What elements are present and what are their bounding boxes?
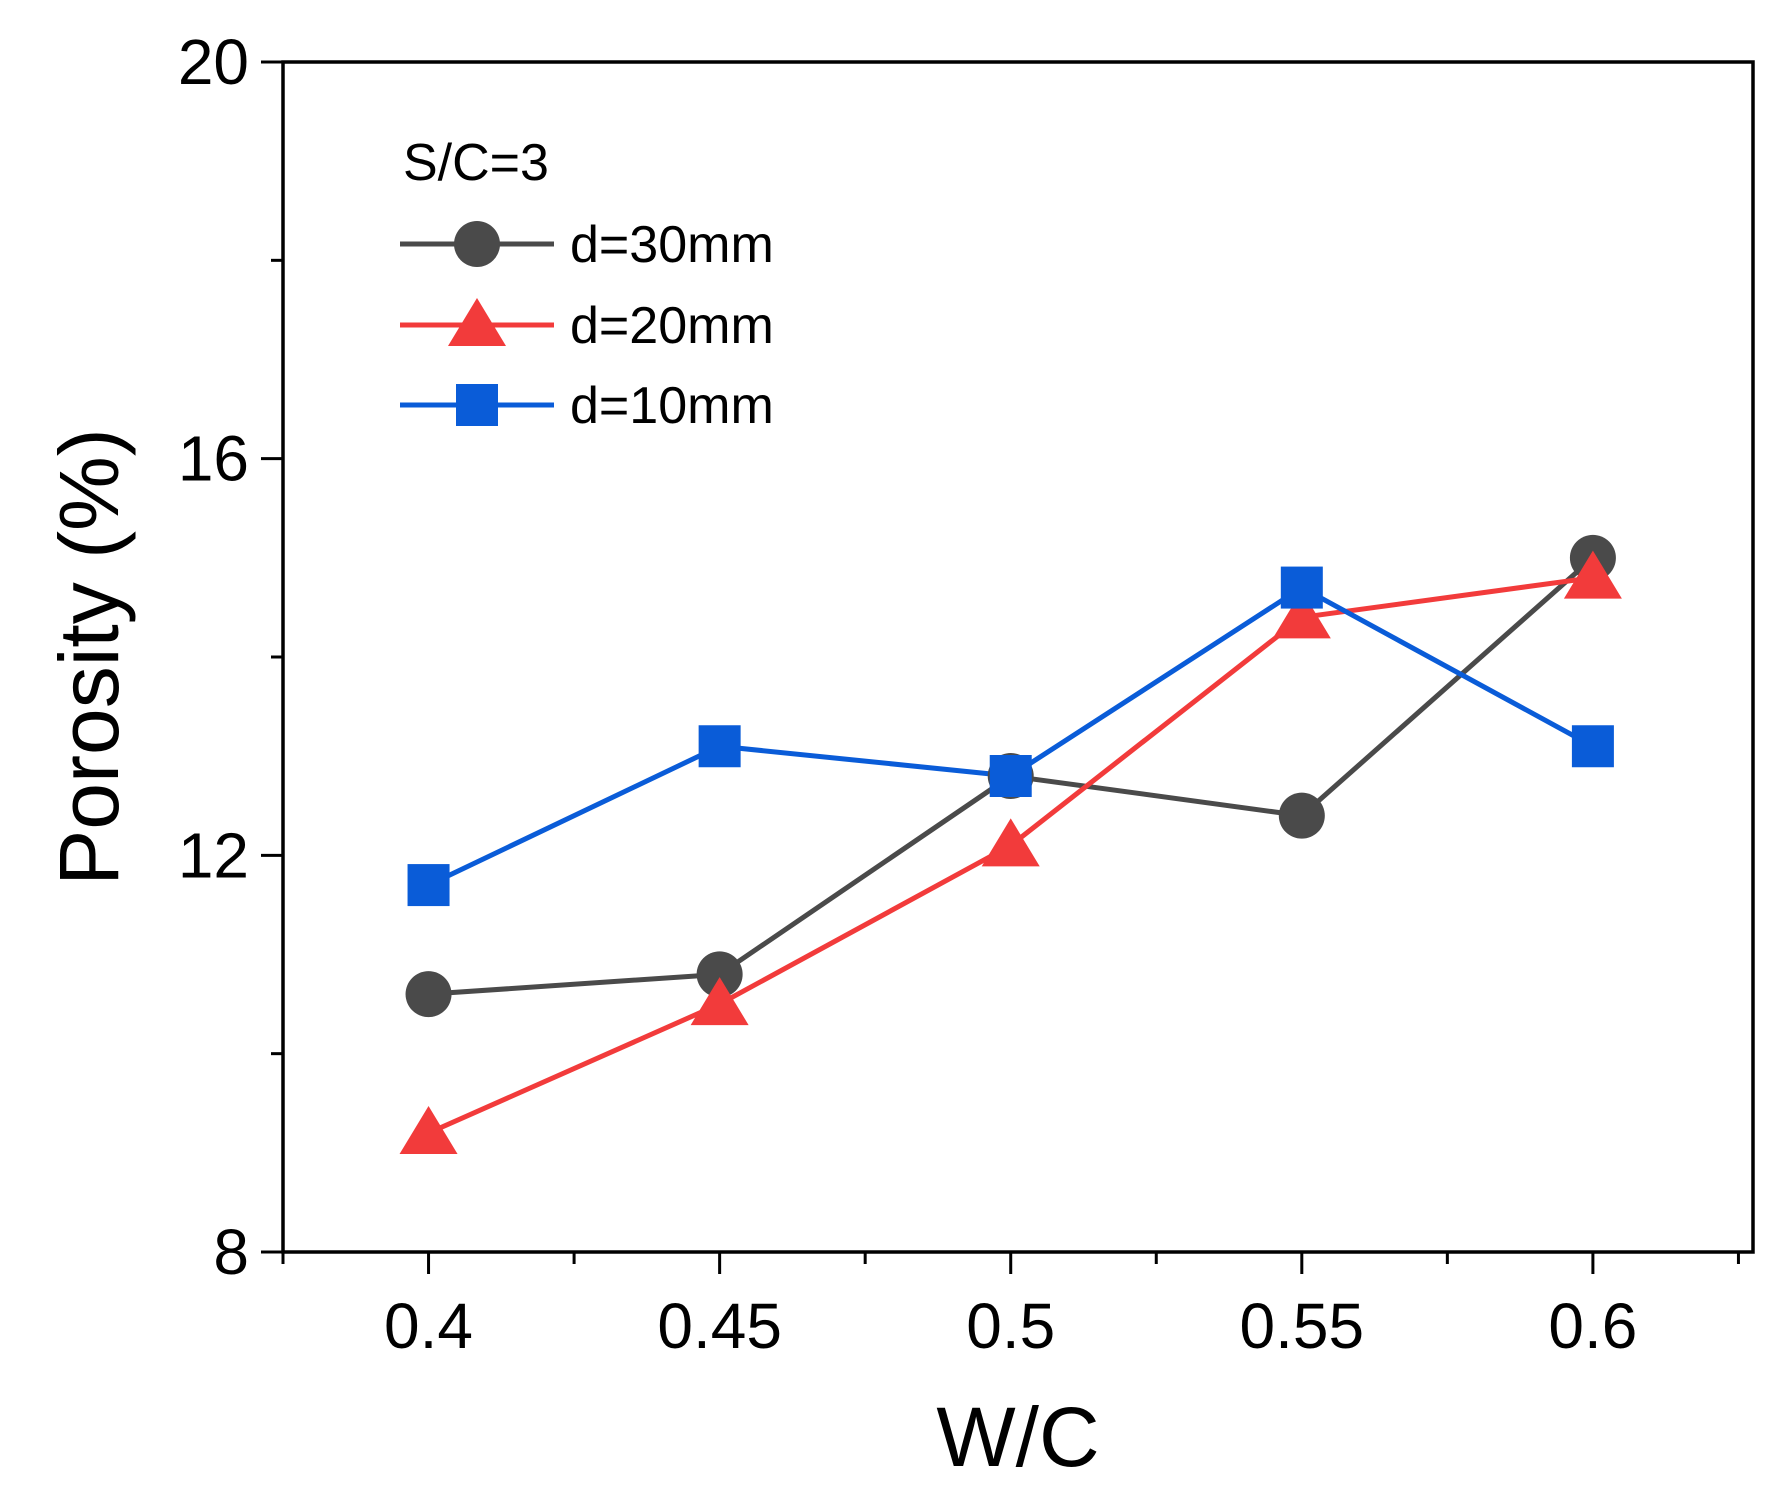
- data-point-triangle: [690, 977, 749, 1026]
- data-point-triangle: [1563, 550, 1622, 599]
- legend-title: S/C=3: [403, 134, 549, 192]
- data-point-circle: [1278, 792, 1325, 839]
- y-tick-label: 16: [178, 423, 249, 495]
- legend: S/C=3 d=30mm d=20mm d=10mm: [400, 134, 774, 435]
- y-axis-title: Porosity (%): [42, 428, 136, 885]
- y-tick-label: 8: [213, 1216, 249, 1288]
- data-point-square: [1280, 566, 1323, 609]
- x-tick-label: 0.55: [1240, 1290, 1365, 1362]
- x-axis-title: W/C: [936, 1390, 1099, 1484]
- x-tick-label: 0.6: [1548, 1290, 1637, 1362]
- data-point-triangle: [399, 1106, 458, 1154]
- x-tick-label: 0.45: [657, 1290, 782, 1362]
- data-point-square: [407, 864, 450, 907]
- legend-label: d=10mm: [570, 377, 774, 435]
- data-point-square: [989, 755, 1032, 797]
- series-markers: [399, 534, 1622, 1154]
- plot-frame: [281, 60, 1755, 1254]
- data-point-square: [698, 725, 741, 768]
- x-tick-label: 0.5: [966, 1290, 1055, 1362]
- data-point-triangle: [1272, 590, 1331, 639]
- data-point-circle: [696, 951, 743, 998]
- legend-marker-square: [456, 384, 498, 426]
- x-tick-label: 0.4: [384, 1290, 473, 1362]
- data-point-circle: [405, 971, 452, 1018]
- legend-marker-circle: [454, 221, 500, 267]
- y-tick-label: 12: [178, 819, 249, 891]
- legend-label: d=30mm: [570, 216, 774, 274]
- legend-entries: d=30mm d=20mm d=10mm: [400, 216, 774, 435]
- y-tick-label: 20: [178, 26, 249, 98]
- data-point-square: [1571, 725, 1614, 768]
- x-axis: 0.4 0.45 0.5 0.55 0.6: [281, 1252, 1740, 1362]
- data-point-triangle: [981, 818, 1040, 867]
- legend-marker-triangle: [448, 298, 506, 346]
- legend-label: d=20mm: [570, 297, 774, 355]
- y-axis: 8 12 16 20: [178, 26, 283, 1288]
